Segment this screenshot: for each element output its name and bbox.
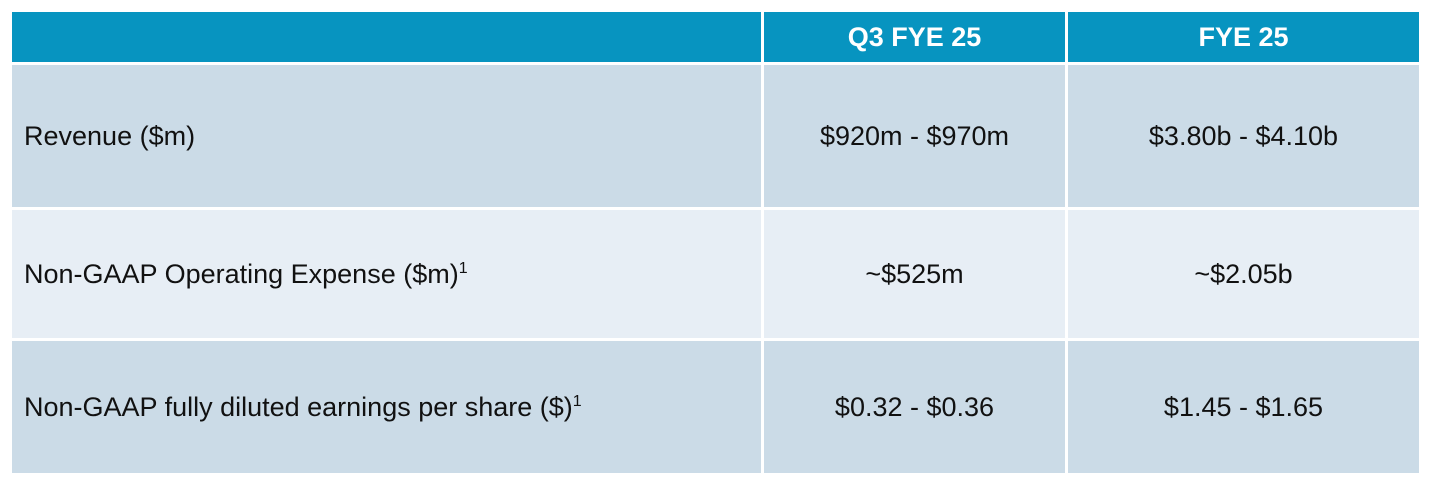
header-fye25: FYE 25 <box>1065 12 1419 65</box>
metric-label-revenue: Revenue ($m) <box>12 65 761 207</box>
header-row: Q3 FYE 25 FYE 25 <box>12 12 1419 65</box>
footnote-marker: 1 <box>458 259 468 277</box>
table-row-eps: Non-GAAP fully diluted earnings per shar… <box>12 338 1419 473</box>
metric-label-operating-expense: Non-GAAP Operating Expense ($m)1 <box>12 207 761 338</box>
metric-text: Non-GAAP Operating Expense ($m) <box>24 258 459 289</box>
q3-value-revenue: $920m - $970m <box>761 65 1065 207</box>
footnote-marker: 1 <box>572 392 582 410</box>
q3-value-operating-expense: ~$525m <box>761 207 1065 338</box>
metric-label-eps: Non-GAAP fully diluted earnings per shar… <box>12 338 761 473</box>
fy-value-revenue: $3.80b - $4.10b <box>1065 65 1419 207</box>
header-q3-fye25: Q3 FYE 25 <box>761 12 1065 65</box>
guidance-table: Q3 FYE 25 FYE 25 Revenue ($m) $920m - $9… <box>12 12 1419 473</box>
table-row-revenue: Revenue ($m) $920m - $970m $3.80b - $4.1… <box>12 65 1419 207</box>
metric-text: Non-GAAP fully diluted earnings per shar… <box>24 391 573 422</box>
header-metric-cell <box>12 12 761 65</box>
q3-value-eps: $0.32 - $0.36 <box>761 338 1065 473</box>
fy-value-operating-expense: ~$2.05b <box>1065 207 1419 338</box>
table-row-operating-expense: Non-GAAP Operating Expense ($m)1 ~$525m … <box>12 207 1419 338</box>
fy-value-eps: $1.45 - $1.65 <box>1065 338 1419 473</box>
metric-text: Revenue ($m) <box>24 120 196 151</box>
